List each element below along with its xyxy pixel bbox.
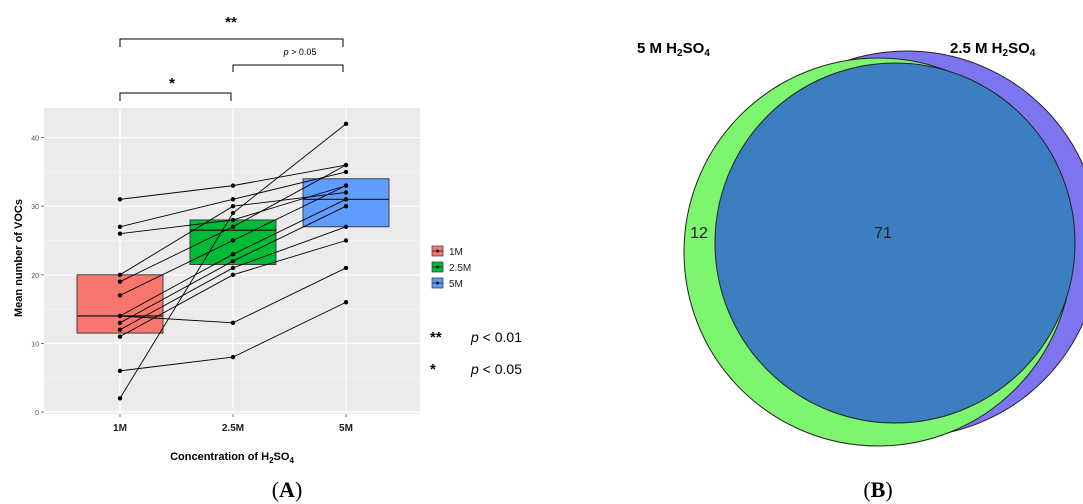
- data-point: [230, 265, 236, 271]
- x-tick-label: 5M: [339, 423, 353, 434]
- bracket-2.5m-5m: [232, 64, 344, 72]
- box-plot-panel: 0 10 20 30 40 1M 2.5M 5M Mean number of VOCs C…: [13, 14, 522, 502]
- data-point: [230, 354, 236, 360]
- venn-title-5m: 5 M H2SO4: [637, 40, 710, 59]
- venn-count-intersection: 71: [874, 225, 892, 242]
- bracket-1m-2.5m-label: *: [169, 75, 175, 92]
- key-double-star: **: [430, 329, 442, 346]
- data-points: [117, 121, 349, 401]
- data-point: [230, 217, 236, 223]
- y-tick-label: 0: [35, 410, 39, 417]
- data-point: [230, 320, 236, 326]
- data-point: [117, 334, 123, 339]
- panel-label-a: (A): [272, 477, 303, 502]
- data-point: [343, 300, 349, 305]
- key-single-star: *: [430, 361, 436, 378]
- y-tick-label: 10: [31, 341, 39, 348]
- data-point: [343, 190, 349, 195]
- data-point: [117, 197, 123, 202]
- data-point: [343, 265, 349, 271]
- panel-label-b: (B): [863, 477, 892, 502]
- data-point: [117, 396, 123, 401]
- bracket-1m-5m-label: **: [225, 14, 237, 31]
- legend-key-point: [436, 265, 439, 269]
- data-point: [230, 252, 236, 257]
- data-point: [117, 327, 123, 332]
- data-point: [343, 238, 349, 243]
- data-point: [343, 162, 349, 168]
- venn-intersection: [714, 62, 1076, 424]
- data-point: [117, 313, 123, 319]
- legend: 1M 2.5M 5M: [431, 245, 471, 290]
- venn-title-2.5m: 2.5 M H2SO4: [950, 40, 1036, 59]
- data-point: [230, 272, 236, 277]
- venn-count-only-5m: 12: [690, 225, 708, 242]
- data-point: [343, 183, 349, 188]
- key-double-star-text: p < 0.01: [470, 329, 522, 345]
- significance-key: ** p < 0.01 * p < 0.05: [430, 329, 522, 378]
- legend-label-2.5M: 2.5M: [449, 263, 471, 274]
- data-point: [230, 210, 236, 216]
- legend-key-point: [436, 249, 439, 253]
- data-point: [343, 121, 349, 127]
- venn-panel: 5 M H2SO4 2.5 M H2SO4 12 71 (B): [637, 40, 1083, 502]
- data-point: [117, 368, 123, 374]
- data-point: [230, 224, 236, 229]
- data-point: [343, 204, 349, 209]
- y-tick-label: 30: [31, 204, 39, 211]
- data-point: [343, 197, 349, 202]
- data-point: [230, 197, 236, 202]
- y-axis-label: Mean number of VOCs: [13, 199, 25, 317]
- data-point: [343, 169, 349, 175]
- data-point: [230, 204, 236, 209]
- data-point: [230, 238, 236, 243]
- legend-label-5M: 5M: [449, 279, 463, 290]
- data-point: [343, 224, 349, 229]
- y-tick-label: 20: [31, 273, 39, 280]
- x-tick-label: 1M: [113, 423, 127, 434]
- data-point: [117, 231, 123, 236]
- significance-brackets: ** p > 0.05 *: [119, 14, 344, 101]
- legend-key-point: [436, 281, 439, 285]
- data-point: [230, 183, 236, 188]
- data-point: [117, 224, 123, 229]
- y-axis: 0 10 20 30 40: [31, 136, 44, 417]
- data-point: [117, 272, 123, 277]
- bracket-1m-5m: [119, 38, 344, 47]
- legend-label-1M: 1M: [449, 247, 463, 258]
- x-axis: 1M 2.5M 5M: [113, 414, 353, 434]
- y-tick-label: 40: [31, 136, 39, 143]
- bracket-2.5m-5m-label: p > 0.05: [283, 47, 317, 57]
- data-point: [230, 258, 236, 264]
- data-point: [117, 320, 123, 326]
- data-point: [117, 279, 123, 284]
- x-tick-label: 2.5M: [222, 423, 244, 434]
- bracket-1m-2.5m: [119, 92, 232, 101]
- data-point: [117, 293, 123, 298]
- x-axis-label: Concentration of H2SO4: [170, 451, 294, 465]
- key-single-star-text: p < 0.05: [470, 361, 522, 377]
